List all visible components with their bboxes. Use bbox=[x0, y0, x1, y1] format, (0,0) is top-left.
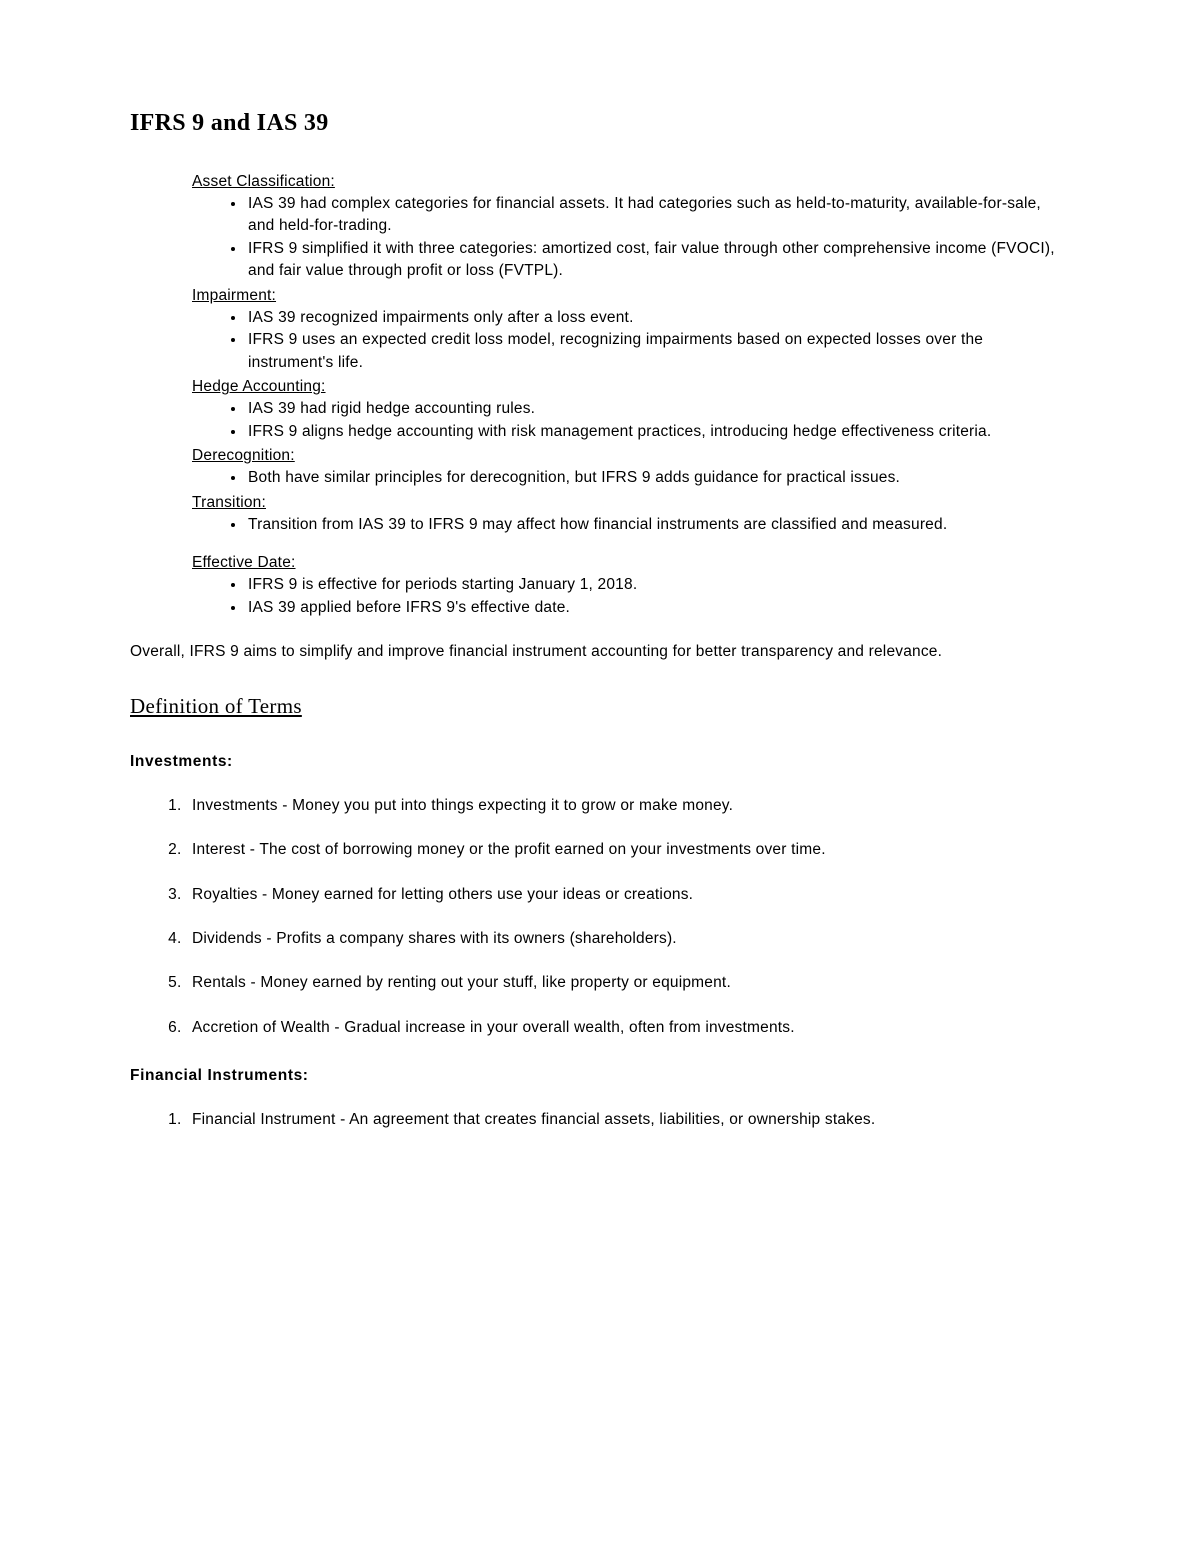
bullet-list: Transition from IAS 39 to IFRS 9 may aff… bbox=[192, 514, 1070, 536]
section-heading: Transition: bbox=[192, 494, 1070, 512]
main-title: IFRS 9 and IAS 39 bbox=[130, 110, 1070, 137]
section-heading: Effective Date: bbox=[192, 554, 1070, 572]
financial-instruments-heading: Financial Instruments: bbox=[130, 1067, 1070, 1085]
bullet-item: IAS 39 had rigid hedge accounting rules. bbox=[246, 398, 1070, 420]
summary-paragraph: Overall, IFRS 9 aims to simplify and imp… bbox=[130, 641, 1070, 663]
section-hedge-accounting: Hedge Accounting: IAS 39 had rigid hedge… bbox=[192, 378, 1070, 443]
list-item: Royalties - Money earned for letting oth… bbox=[186, 884, 1070, 906]
bullet-item: Both have similar principles for derecog… bbox=[246, 467, 1070, 489]
section-derecognition: Derecognition: Both have similar princip… bbox=[192, 447, 1070, 489]
list-item: Investments - Money you put into things … bbox=[186, 795, 1070, 817]
bullet-item: IAS 39 recognized impairments only after… bbox=[246, 307, 1070, 329]
section-transition: Transition: Transition from IAS 39 to IF… bbox=[192, 494, 1070, 536]
section-asset-classification: Asset Classification: IAS 39 had complex… bbox=[192, 173, 1070, 283]
section-impairment: Impairment: IAS 39 recognized impairment… bbox=[192, 287, 1070, 374]
section-heading: Asset Classification: bbox=[192, 173, 1070, 191]
bullet-list: Both have similar principles for derecog… bbox=[192, 467, 1070, 489]
bullet-list: IAS 39 recognized impairments only after… bbox=[192, 307, 1070, 374]
bullet-item: Transition from IAS 39 to IFRS 9 may aff… bbox=[246, 514, 1070, 536]
list-item: Rentals - Money earned by renting out yo… bbox=[186, 972, 1070, 994]
definitions-title: Definition of Terms bbox=[130, 694, 1070, 719]
bullet-list: IAS 39 had rigid hedge accounting rules.… bbox=[192, 398, 1070, 443]
section-heading: Impairment: bbox=[192, 287, 1070, 305]
bullet-item: IAS 39 had complex categories for financ… bbox=[246, 193, 1070, 238]
investments-heading: Investments: bbox=[130, 753, 1070, 771]
list-item: Interest - The cost of borrowing money o… bbox=[186, 839, 1070, 861]
financial-instruments-list: Financial Instrument - An agreement that… bbox=[130, 1109, 1070, 1131]
spacer bbox=[130, 540, 1070, 554]
bullet-list: IFRS 9 is effective for periods starting… bbox=[192, 574, 1070, 619]
section-heading: Derecognition: bbox=[192, 447, 1070, 465]
list-item: Accretion of Wealth - Gradual increase i… bbox=[186, 1017, 1070, 1039]
bullet-item: IFRS 9 uses an expected credit loss mode… bbox=[246, 329, 1070, 374]
bullet-item: IFRS 9 simplified it with three categori… bbox=[246, 238, 1070, 283]
bullet-item: IFRS 9 aligns hedge accounting with risk… bbox=[246, 421, 1070, 443]
bullet-list: IAS 39 had complex categories for financ… bbox=[192, 193, 1070, 283]
bullet-item: IFRS 9 is effective for periods starting… bbox=[246, 574, 1070, 596]
document-page: IFRS 9 and IAS 39 Asset Classification: … bbox=[0, 0, 1200, 1280]
investments-list: Investments - Money you put into things … bbox=[130, 795, 1070, 1040]
list-item: Dividends - Profits a company shares wit… bbox=[186, 928, 1070, 950]
bullet-item: IAS 39 applied before IFRS 9's effective… bbox=[246, 597, 1070, 619]
list-item: Financial Instrument - An agreement that… bbox=[186, 1109, 1070, 1131]
section-heading: Hedge Accounting: bbox=[192, 378, 1070, 396]
section-effective-date: Effective Date: IFRS 9 is effective for … bbox=[192, 554, 1070, 619]
